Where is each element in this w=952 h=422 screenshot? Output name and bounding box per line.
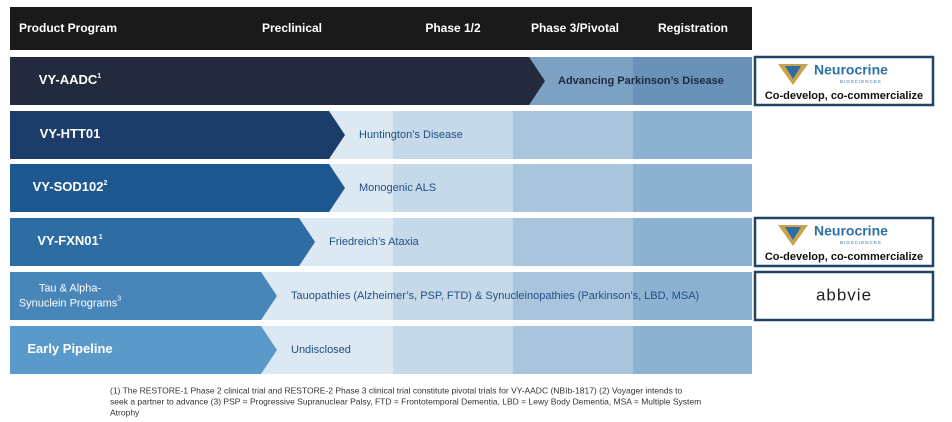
program-name-text: Synuclein Programs: [19, 297, 118, 309]
program-label-box: [10, 164, 130, 212]
partner-logo: Neurocrine: [814, 223, 888, 239]
partner-note: Co-develop, co-commercialize: [765, 90, 923, 102]
logo-icon: [785, 227, 801, 240]
stage-cell: [633, 111, 752, 159]
program-name-text: VY-FXN01: [37, 233, 98, 248]
program-name: VY-SOD1022: [33, 179, 108, 194]
indication: Tauopathies (Alzheimer’s, PSP, FTD) & Sy…: [291, 290, 699, 302]
stage-cell: [633, 57, 752, 105]
indication: Friedreich’s Ataxia: [329, 236, 420, 248]
superscript: 1: [99, 234, 103, 241]
indication: Huntington’s Disease: [359, 129, 463, 141]
indication: Monogenic ALS: [359, 182, 436, 194]
partner-logo: Neurocrine: [814, 62, 888, 78]
stage-cell: [513, 218, 633, 266]
superscript: 2: [103, 180, 107, 187]
program-name: VY-HTT01: [40, 126, 101, 141]
progress-arrow: [130, 57, 545, 105]
progress-arrow: [130, 218, 315, 266]
partner-logo: abbvie: [816, 285, 872, 304]
stage-cell: [513, 164, 633, 212]
program-name-text: Early Pipeline: [27, 341, 112, 356]
partner-box: [753, 270, 935, 322]
stage-cell: [633, 272, 752, 320]
superscript: 3: [117, 295, 121, 302]
logo-icon: [785, 66, 801, 79]
program-name-text: VY-SOD102: [33, 179, 104, 194]
progress-arrow: [130, 326, 277, 374]
header-label: Registration: [658, 21, 728, 35]
partner-logo-sub: BIOSCIENCES: [840, 240, 882, 245]
program-label-box: [10, 218, 130, 266]
program-name: Tau & Alpha-: [39, 282, 102, 294]
header-label: Phase 1/2: [425, 21, 481, 35]
program-name-text: VY-HTT01: [40, 126, 101, 141]
program-name-text: VY-AADC: [39, 72, 98, 87]
program-label-box: [10, 111, 130, 159]
program-name: VY-AADC1: [39, 72, 102, 87]
program-name: VY-FXN011: [37, 233, 102, 248]
superscript: 1: [97, 73, 101, 80]
stage-cell: [633, 218, 752, 266]
stage-cell: [513, 111, 633, 159]
indication: Advancing Parkinson’s Disease: [558, 75, 724, 87]
stage-cell: [393, 218, 513, 266]
partner-logo-sub: BIOSCIENCES: [840, 79, 882, 84]
header-label: Preclinical: [262, 21, 322, 35]
program-label-box: [10, 57, 130, 105]
program-name: Early Pipeline: [27, 341, 112, 356]
stage-cell: [513, 272, 633, 320]
program-label-box: [10, 272, 130, 320]
footnote: Atrophy: [110, 407, 140, 417]
program-label-box: [10, 326, 130, 374]
stage-cell: [513, 326, 633, 374]
indication: Undisclosed: [291, 344, 351, 356]
progress-arrow: [130, 111, 345, 159]
stage-cell: [393, 272, 513, 320]
footnote: seek a partner to advance (3) PSP = Prog…: [110, 396, 701, 406]
header-bar: [10, 7, 752, 50]
partner-note: Co-develop, co-commercialize: [765, 251, 923, 263]
program-name: Synuclein Programs3: [19, 295, 121, 309]
stage-cell: [393, 326, 513, 374]
stage-cell: [393, 164, 513, 212]
stage-cell: [633, 326, 752, 374]
stage-cell: [393, 111, 513, 159]
header-label: Product Program: [19, 21, 117, 35]
header-label: Phase 3/Pivotal: [531, 21, 619, 35]
progress-arrow: [130, 164, 345, 212]
stage-cell: [633, 164, 752, 212]
footnote: (1) The RESTORE-1 Phase 2 clinical trial…: [110, 385, 683, 395]
program-name-text: Tau & Alpha-: [39, 282, 102, 294]
progress-arrow: [130, 272, 277, 320]
